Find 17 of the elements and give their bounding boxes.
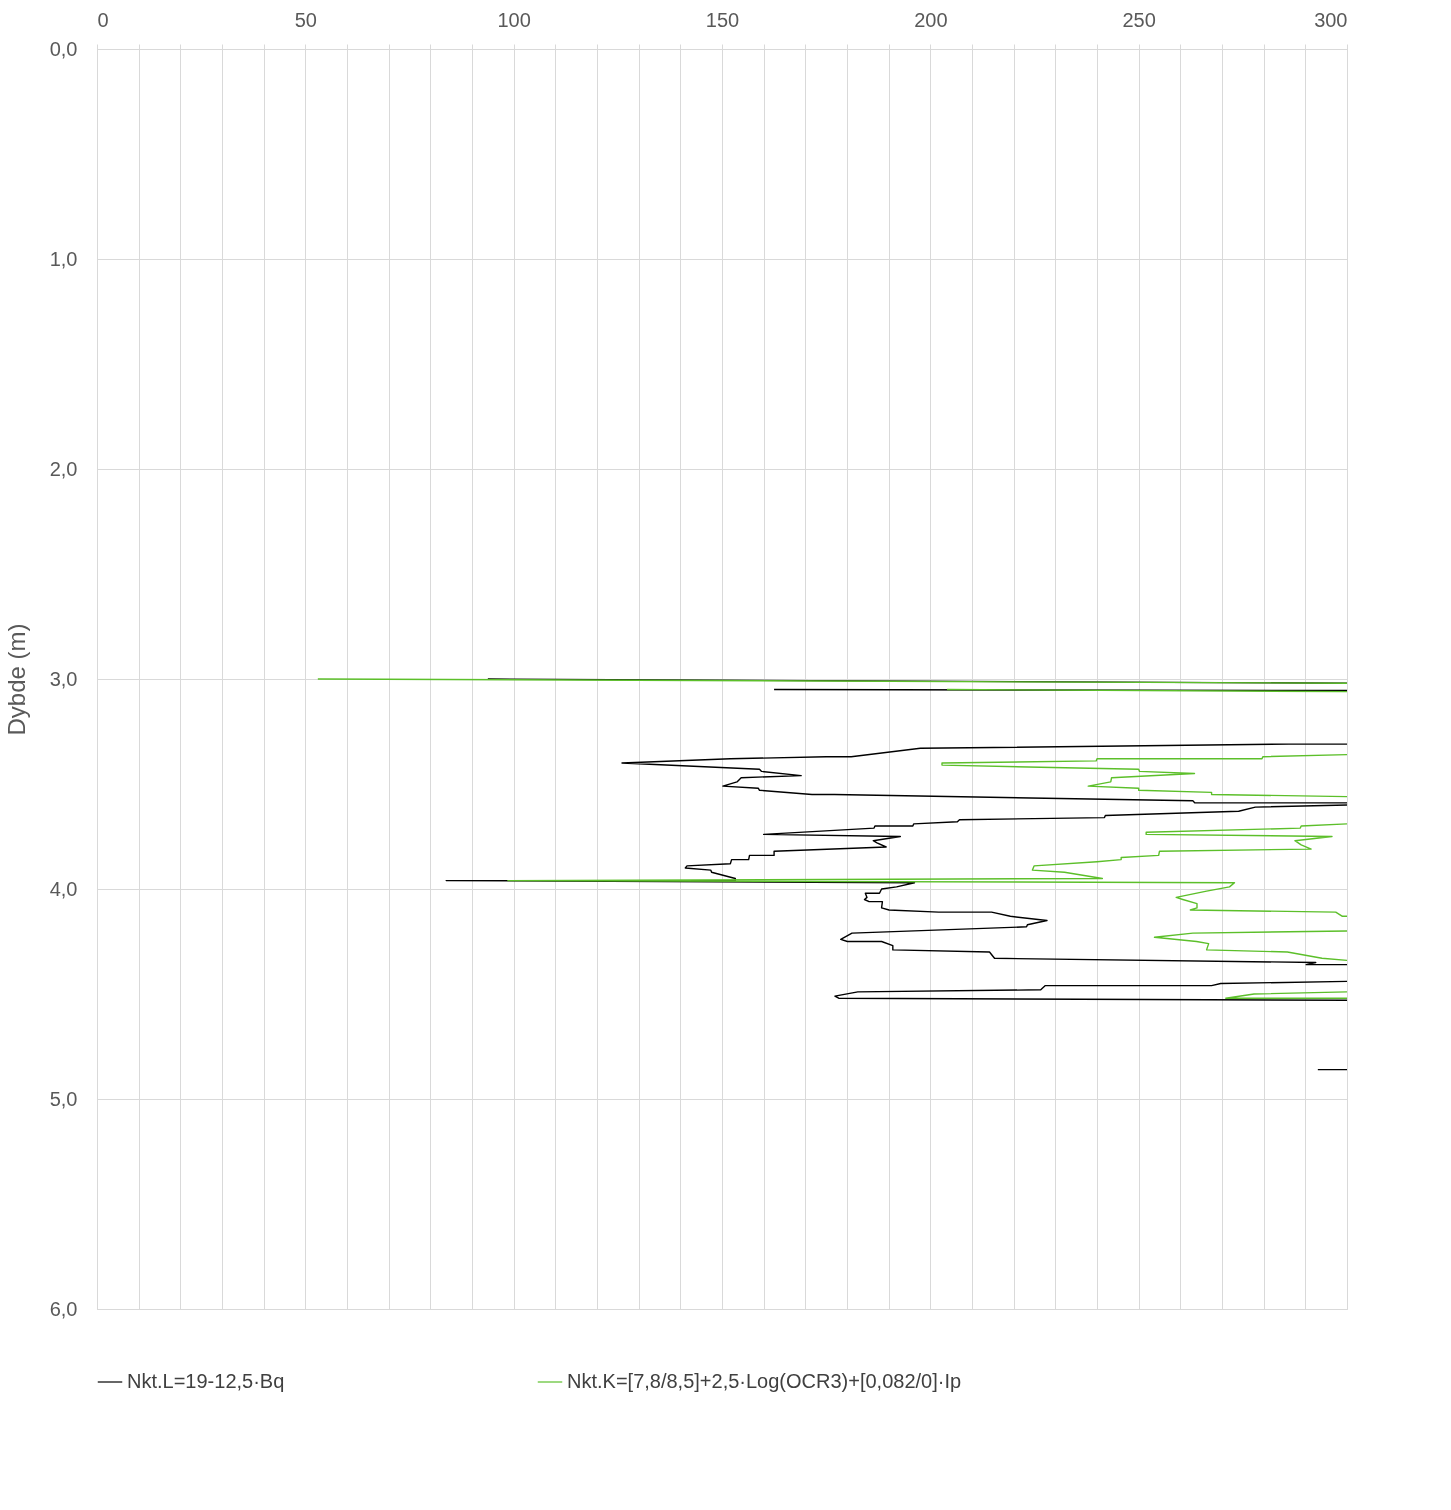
- x-tick-label: 150: [705, 8, 740, 31]
- x-tick-label: 50: [294, 8, 317, 31]
- y-tick-label: 2,0: [49, 457, 78, 480]
- y-axis-title: Dybde (m): [2, 623, 30, 736]
- x-tick-label: 250: [1122, 8, 1156, 31]
- x-tick-label: 100: [497, 8, 531, 31]
- y-tick-label: 6,0: [49, 1297, 78, 1320]
- y-tick-label: 4,0: [49, 877, 78, 900]
- x-tick-label: 0: [97, 8, 109, 31]
- legend-label: Nkt.K=[7,8/8,5]+2,5·Log(OCR3)+[0,082/0]·Ip: [567, 1370, 962, 1392]
- x-tick-label: 300: [1314, 8, 1348, 31]
- y-tick-label: 3,0: [49, 667, 78, 690]
- y-tick-label: 1,0: [49, 247, 78, 270]
- y-tick-label: 5,0: [49, 1087, 78, 1110]
- x-tick-label: 200: [914, 8, 948, 31]
- y-tick-label: 0,0: [49, 37, 78, 60]
- legend-label: Nkt.L=19-12,5·Bq: [127, 1370, 285, 1392]
